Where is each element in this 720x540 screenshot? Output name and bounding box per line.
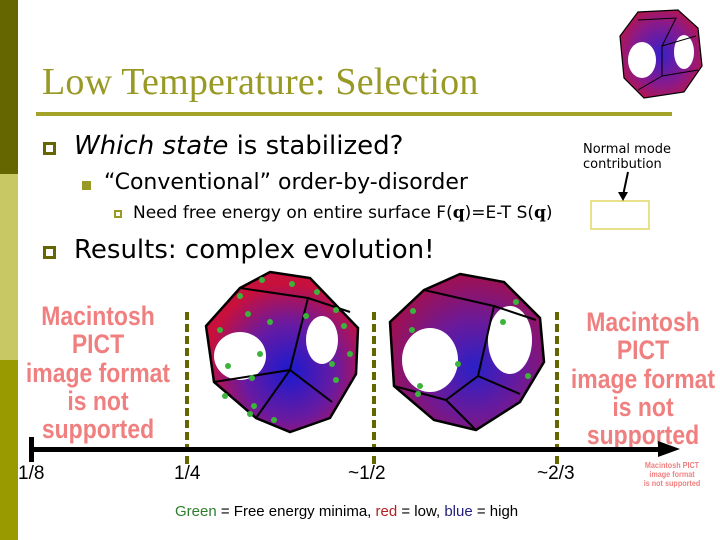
legend-red-desc: = low, (397, 503, 445, 520)
timeline-arrow-head-icon (658, 441, 680, 457)
timeline-axis (31, 447, 661, 452)
bullet-which-state-italic: Which state (74, 131, 229, 161)
pict-line1: Macintosh PICT (644, 460, 700, 470)
bullet-marker-level1 (43, 142, 56, 155)
bullet-marker-level1 (43, 246, 56, 259)
pict-placeholder-small: Macintosh PICT image format is not suppo… (630, 461, 715, 488)
sidebar-accent-bottom (0, 360, 18, 540)
q-vector-symbol: q (534, 203, 546, 223)
pict-line2: image format (649, 469, 695, 479)
entropy-term: S( (516, 203, 535, 223)
slide-title: Low Temperature: Selection (42, 61, 479, 103)
sidebar-accent-middle (0, 174, 18, 360)
title-underline (36, 112, 672, 116)
pict-line2: image format (570, 363, 716, 394)
pict-line2: image format (25, 357, 171, 388)
legend-green-desc: = Free energy minima, (216, 503, 376, 520)
free-energy-equation: )=E-T (464, 203, 517, 223)
pict-line3: is not supported (643, 478, 701, 488)
pict-line3: is not supported (41, 386, 155, 445)
bullet-which-state-rest: is stabilized? (228, 131, 404, 161)
color-legend: Green = Free energy minima, red = low, b… (175, 503, 518, 520)
annotation-arrow-head-icon (618, 192, 628, 201)
legend-blue: blue (444, 503, 473, 520)
annotation-line2: contribution (583, 157, 662, 172)
pict-placeholder-left: Macintosh PICT image format is not suppo… (15, 302, 182, 444)
bullet-order-by-disorder: “Conventional” order-by-disorder (104, 170, 468, 195)
free-energy-text: Need free energy on entire surface F( (133, 203, 453, 223)
pict-placeholder-right: Macintosh PICT image format is not suppo… (562, 308, 720, 450)
bullet-marker-level2 (82, 181, 91, 190)
legend-blue-desc: = high (472, 503, 519, 520)
divider-dashed-1-2 (372, 312, 376, 464)
polyhedron-image-1 (204, 270, 360, 434)
annotation-line1: Normal mode (583, 142, 672, 157)
polyhedron-thumbnail-image (619, 9, 703, 99)
timeline-tick-2-3: ~2/3 (537, 463, 575, 484)
timeline-tick-1-8: 1/8 (18, 463, 45, 484)
legend-green: Green (175, 503, 217, 520)
pict-line1: Macintosh PICT (586, 307, 700, 366)
polyhedron-image-2 (388, 272, 546, 432)
sidebar-accent-top (0, 0, 18, 174)
pict-line1: Macintosh PICT (41, 301, 155, 360)
divider-dashed-2-3 (555, 312, 559, 464)
bullet-which-state: Which state is stabilized? (74, 131, 403, 161)
entropy-highlight-box (590, 200, 650, 230)
timeline-start-tick (29, 437, 34, 462)
bullet-free-energy: Need free energy on entire surface F(q)=… (133, 203, 553, 223)
timeline-tick-1-2: ~1/2 (348, 463, 386, 484)
divider-dashed-1-4 (185, 312, 189, 464)
normal-mode-annotation: Normal mode contribution (583, 142, 671, 172)
q-vector-symbol: q (452, 203, 465, 223)
timeline-tick-1-4: 1/4 (174, 463, 201, 484)
pict-line3: is not supported (586, 392, 700, 451)
bullet-results: Results: complex evolution! (74, 235, 435, 265)
entropy-term-close: ) (545, 203, 553, 223)
bullet-marker-level3 (114, 210, 122, 218)
legend-red: red (375, 503, 398, 520)
